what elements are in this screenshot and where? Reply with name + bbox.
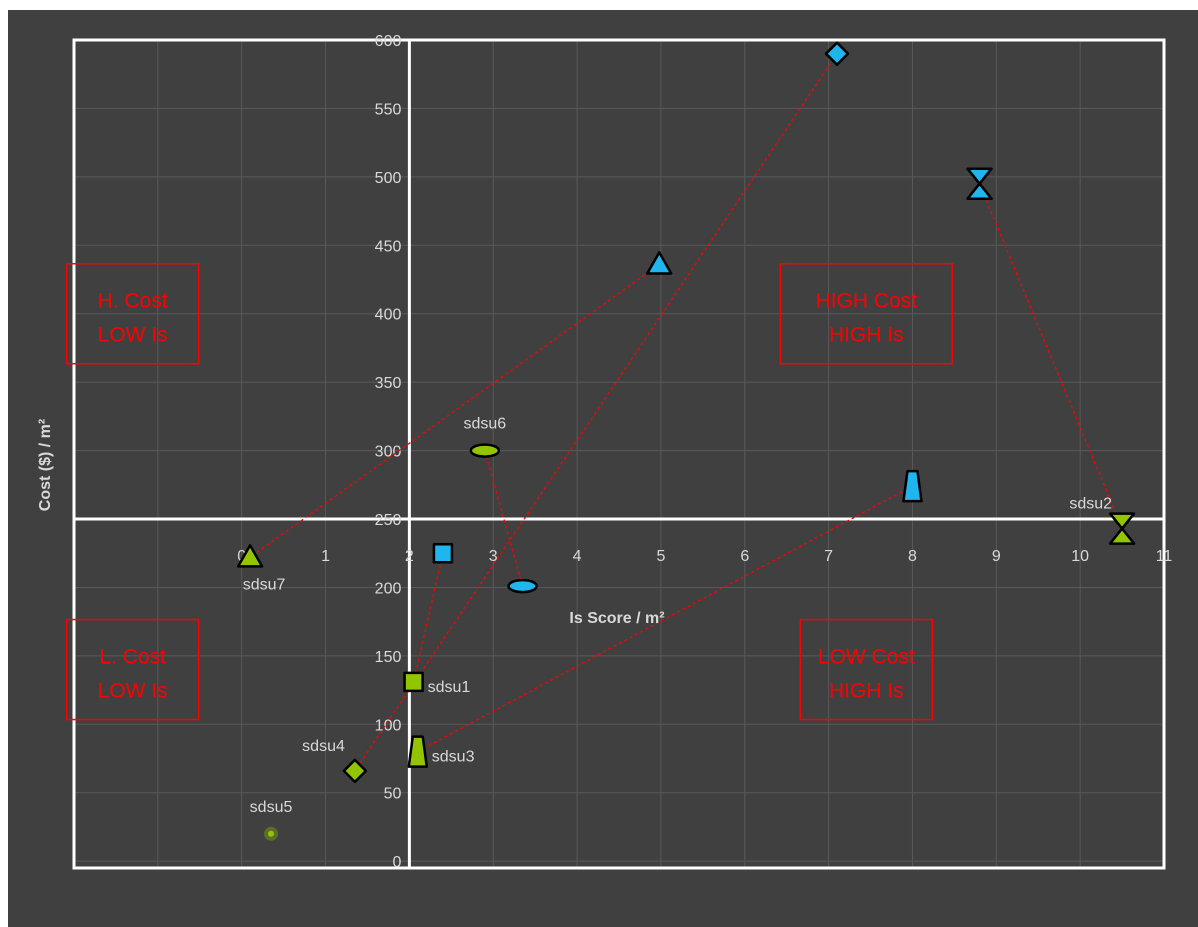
quadrant-label-line1: LOW Cost xyxy=(818,646,915,669)
quadrant-label-line1: H. Cost xyxy=(98,290,168,313)
x-tick-label: 6 xyxy=(740,548,749,565)
quadrant-label-line2: LOW Is xyxy=(98,680,168,703)
quadrant-labels: H. Cost LOW Is HIGH Cost HIGH Is L. Cost LOW … xyxy=(65,262,954,721)
point-label: sdsu7 xyxy=(243,576,286,593)
x-tick-label: 0 xyxy=(237,548,246,565)
data-point-ellipse xyxy=(507,578,538,594)
quadrant-label-line2: HIGH Is xyxy=(829,324,904,347)
data-point-trapezoid xyxy=(902,469,923,503)
x-tick-label: 1 xyxy=(321,548,330,565)
data-point-square xyxy=(403,671,424,693)
tick-labels: 0 1 2 3 4 5 6 7 8 9 10 11 0 50 100 150 200 250 300 350 400 45… xyxy=(237,33,1172,871)
scatter-chart: 0 1 2 3 4 5 6 7 8 9 10 11 0 50 100 150 200 250 300 350 400 45… xyxy=(37,33,1172,871)
y-tick-label: 50 xyxy=(384,786,402,803)
quadrant-label-line2: HIGH Is xyxy=(829,680,904,703)
data-point-ellipse xyxy=(469,443,501,458)
quadrant-label-line1: HIGH Cost xyxy=(816,290,918,313)
data-point-diamond xyxy=(342,758,368,784)
quadrant-box xyxy=(799,618,934,721)
quadrant-box xyxy=(779,262,954,365)
point-labels: sdsu1 sdsu2 sdsu3 sdsu4 sdsu5 sdsu6 sdsu7 xyxy=(243,416,1112,816)
point-label: sdsu4 xyxy=(302,738,345,755)
point-label: sdsu3 xyxy=(432,749,475,766)
x-tick-label: 10 xyxy=(1071,548,1089,565)
connector-line xyxy=(412,553,444,683)
plot-frame xyxy=(72,38,1166,870)
y-tick-label: 600 xyxy=(375,33,402,50)
y-tick-label: 300 xyxy=(375,444,402,461)
quadrant-box xyxy=(65,618,200,721)
y-axis-title: Cost ($) / m² xyxy=(37,419,54,511)
point-label: sdsu6 xyxy=(463,416,506,433)
connector-line xyxy=(978,183,1123,529)
connector-line xyxy=(249,263,660,558)
x-tick-label: 5 xyxy=(656,548,665,565)
x-tick-label: 4 xyxy=(573,548,582,565)
connector-line xyxy=(354,53,838,772)
data-markers xyxy=(236,41,1136,841)
y-tick-label: 550 xyxy=(375,101,402,118)
data-point-trapezoid xyxy=(407,735,429,768)
grid-lines xyxy=(73,39,1165,868)
y-tick-label: 250 xyxy=(375,512,402,529)
axes xyxy=(74,40,1164,868)
point-label: sdsu2 xyxy=(1069,496,1112,513)
data-point-triangle xyxy=(645,251,673,275)
x-tick-label: 7 xyxy=(824,548,833,565)
y-tick-label: 100 xyxy=(375,717,402,734)
y-tick-label: 200 xyxy=(375,580,402,597)
chart-panel: 0 1 2 3 4 5 6 7 8 9 10 11 0 50 100 150 200 250 300 350 400 45… xyxy=(8,10,1198,927)
data-point-diamond xyxy=(824,41,850,66)
y-tick-label: 150 xyxy=(375,649,402,666)
y-tick-label: 0 xyxy=(392,854,401,871)
quadrant-box xyxy=(65,262,200,365)
y-tick-label: 500 xyxy=(375,170,402,187)
x-tick-label: 8 xyxy=(908,548,917,565)
data-point-hourglass xyxy=(966,167,993,200)
y-tick-label: 450 xyxy=(375,238,402,255)
x-tick-label: 2 xyxy=(405,548,414,565)
point-label: sdsu5 xyxy=(250,799,293,816)
plot-border xyxy=(72,38,1166,870)
data-point-hourglass xyxy=(1108,512,1136,545)
x-axis-title: Is Score / m² xyxy=(569,610,664,627)
x-tick-label: 3 xyxy=(489,548,498,565)
quadrant-label-line1: L. Cost xyxy=(99,646,166,669)
data-point-dot xyxy=(268,830,275,837)
x-tick-label: 9 xyxy=(992,548,1001,565)
y-tick-label: 350 xyxy=(375,375,402,392)
data-point-triangle xyxy=(236,544,264,568)
data-point-square xyxy=(432,542,454,564)
connector-lines xyxy=(249,53,1123,772)
x-tick-label: 11 xyxy=(1156,548,1173,565)
point-label: sdsu1 xyxy=(428,679,471,696)
quadrant-label-line2: LOW Is xyxy=(98,324,168,347)
y-tick-label: 400 xyxy=(375,307,402,324)
